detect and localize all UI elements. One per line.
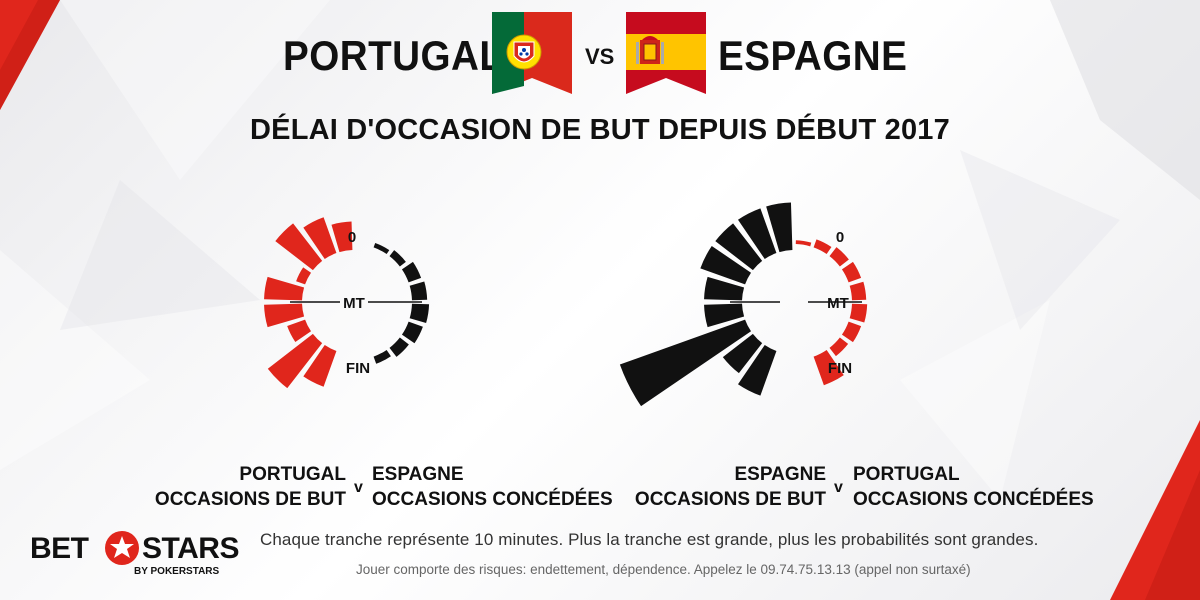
- label-mt: MT: [827, 295, 849, 312]
- betstars-logo: BET STARS BY POKERSTARS: [30, 530, 239, 580]
- slice-left-6: [264, 303, 305, 328]
- slice-right-3: [829, 247, 849, 267]
- slice-left-9: [738, 344, 777, 396]
- header: PORTUGAL VS ESPAGNE: [0, 10, 1200, 100]
- caption-1-left: PORTUGAL OCCASIONS DE BUT: [155, 462, 346, 512]
- logo-bet-text: BET: [30, 532, 89, 565]
- vs-label: VS: [585, 44, 615, 69]
- team-away-title: ESPAGNE: [718, 32, 908, 79]
- slice-right-6: [849, 303, 868, 323]
- slice-right-5: [409, 281, 428, 301]
- logo-by-text: BY POKERSTARS: [134, 566, 220, 577]
- footer-explanation: Chaque tranche représente 10 minutes. Pl…: [260, 530, 1039, 549]
- label-start: 0: [348, 229, 356, 246]
- caption-2-v: v: [834, 479, 843, 496]
- label-end: FIN: [346, 360, 370, 377]
- caption-1-right-line2: OCCASIONS CONCÉDÉES: [372, 489, 613, 510]
- slice-right-9: [373, 349, 391, 364]
- radial-chart-svg: 0 MT FIN: [619, 202, 868, 407]
- caption-1-left-line1: PORTUGAL: [239, 464, 346, 485]
- slice-left-4: [296, 267, 312, 285]
- slice-left-6: [704, 303, 745, 328]
- slice-right-7: [841, 321, 862, 343]
- slice-left-5: [264, 276, 305, 301]
- spain-flag-icon: [626, 12, 706, 94]
- slice-right-8: [829, 337, 849, 357]
- slice-right-8: [389, 337, 409, 357]
- slice-right-1: [795, 240, 812, 247]
- slice-right-6: [409, 303, 430, 324]
- portugal-flag-icon: [492, 12, 572, 94]
- label-start: 0: [836, 229, 844, 246]
- slice-right-9: [813, 349, 844, 386]
- slice-left-9: [303, 344, 337, 387]
- slice-right-5: [849, 281, 867, 301]
- slice-left-7: [619, 319, 752, 407]
- slice-left-8: [722, 333, 763, 374]
- caption-2-right: PORTUGAL OCCASIONS CONCÉDÉES: [853, 462, 1094, 512]
- slice-left-2: [738, 208, 777, 260]
- caption-1-v: v: [354, 479, 363, 496]
- label-mt: MT: [343, 295, 365, 312]
- slice-left-3: [275, 223, 323, 271]
- logo-stars-text: STARS: [142, 532, 239, 565]
- caption-1-right: ESPAGNE OCCASIONS CONCÉDÉES: [372, 462, 613, 512]
- slice-left-4: [700, 246, 752, 285]
- slice-left-3: [715, 223, 763, 271]
- radial-chart-espagne: 0 MT FIN: [619, 190, 950, 430]
- slice-right-4: [841, 261, 862, 283]
- slice-right-2: [373, 242, 390, 255]
- caption-1-right-line1: ESPAGNE: [372, 464, 464, 485]
- slice-left-8: [267, 333, 323, 389]
- radial-chart-portugal: 0 MT FIN: [210, 190, 510, 430]
- label-end: FIN: [828, 360, 852, 377]
- slice-left-1: [766, 202, 793, 253]
- radial-chart-svg: 0 MT FIN: [264, 217, 430, 389]
- caption-2-right-line1: PORTUGAL: [853, 464, 960, 485]
- footer-disclaimer: Jouer comporte des risques: endettement,…: [356, 562, 971, 577]
- caption-2-right-line2: OCCASIONS CONCÉDÉES: [853, 489, 1094, 510]
- slice-right-3: [389, 250, 406, 267]
- caption-2-left-line2: OCCASIONS DE BUT: [634, 489, 826, 510]
- slice-left-5: [704, 276, 745, 301]
- slice-right-2: [813, 239, 832, 255]
- slice-left-2: [303, 217, 337, 260]
- slice-left-1: [331, 221, 353, 253]
- slice-right-7: [401, 321, 423, 344]
- team-home-title: PORTUGAL: [283, 32, 504, 79]
- slice-right-4: [401, 261, 422, 283]
- caption-2-left: ESPAGNE OCCASIONS DE BUT: [635, 462, 826, 512]
- caption-1-left-line2: OCCASIONS DE BUT: [154, 489, 346, 510]
- caption-2-left-line1: ESPAGNE: [734, 464, 826, 485]
- chart-subtitle: DÉLAI D'OCCASION DE BUT DEPUIS DÉBUT 201…: [250, 114, 950, 146]
- star-badge-icon: [105, 531, 139, 565]
- slice-left-7: [287, 319, 312, 342]
